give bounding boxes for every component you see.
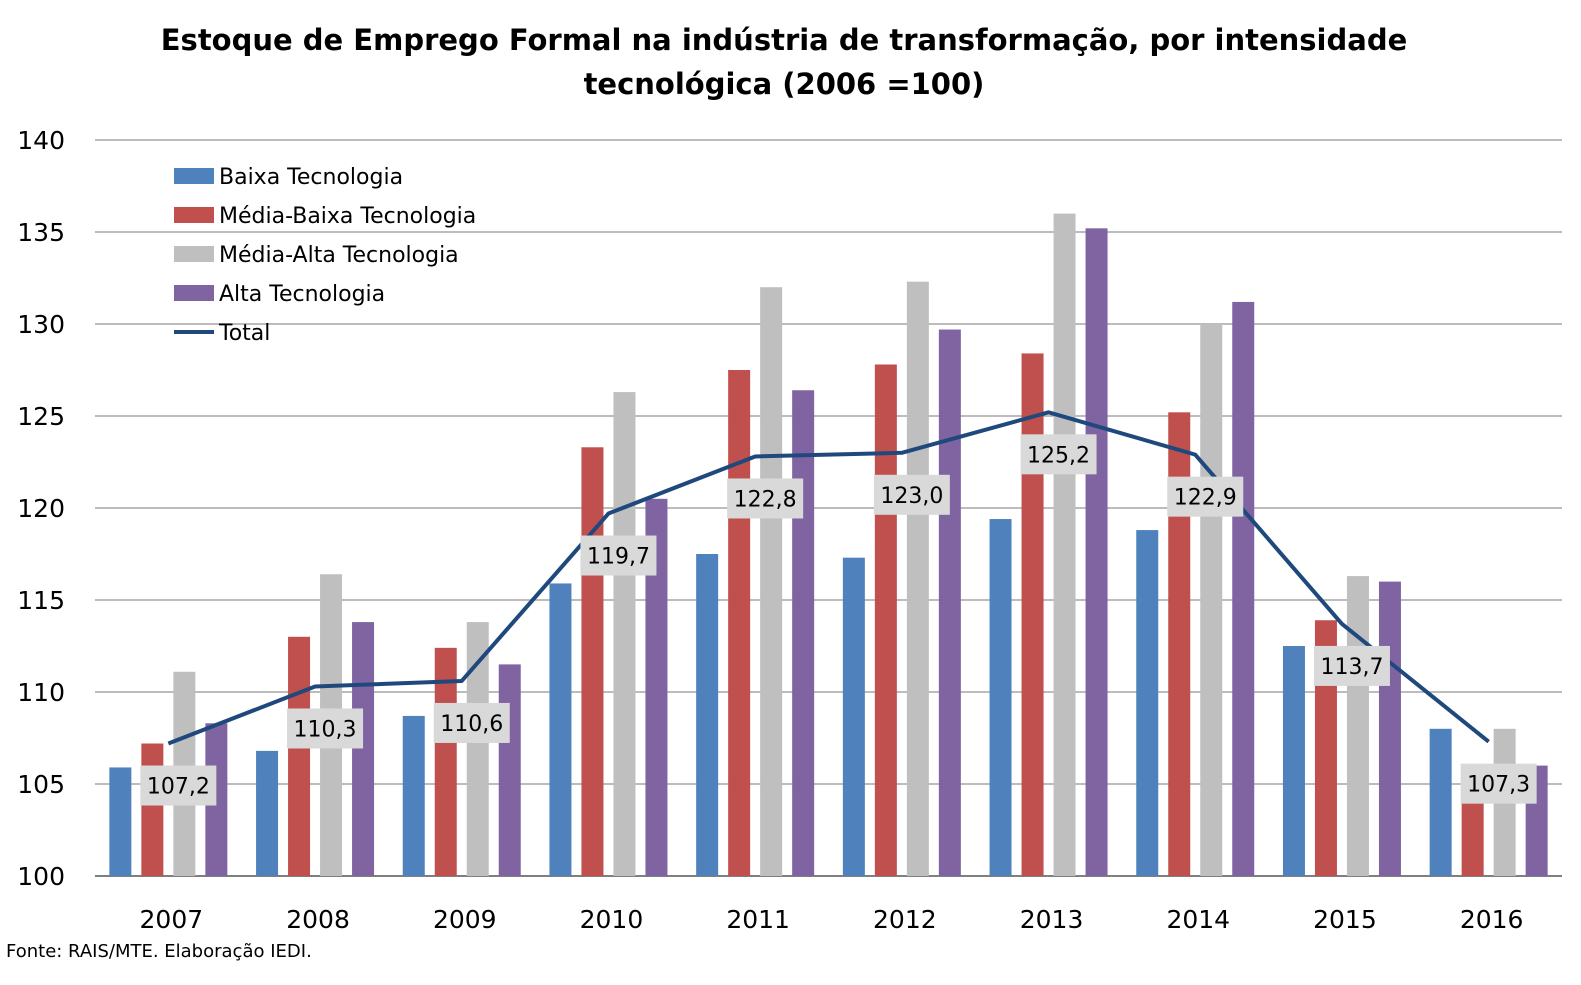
legend-label: Média-Baixa Tecnologia [219,204,476,229]
legend-swatch [174,207,214,223]
y-tick-label: 105 [17,770,65,799]
bar [352,622,375,876]
bar [1168,412,1191,876]
legend-label: Total [218,321,270,346]
data-label-box [287,708,364,749]
data-label-box [727,478,804,519]
data-label: 110,3 [294,717,357,742]
legend-swatch [174,246,214,262]
data-label: 110,6 [440,712,503,737]
bar [1053,213,1076,877]
bar [1282,646,1305,876]
y-axis: 100 105 110 115 120 125 130 135 140 [17,126,65,891]
bar [1346,576,1369,876]
legend-swatch [174,168,214,184]
data-label-box [1167,476,1244,517]
x-tick-label: 2012 [873,905,937,934]
data-label: 113,7 [1320,655,1383,680]
bar [1232,301,1255,876]
data-label: 123,0 [880,484,943,509]
bar [1200,324,1223,876]
bar [938,329,961,876]
data-label: 107,3 [1467,773,1530,798]
bar [141,743,164,876]
x-tick-label: 2008 [286,905,350,934]
y-tick-label: 135 [17,218,65,247]
x-tick-label: 2007 [140,905,204,934]
data-label-box [873,474,950,515]
x-tick-label: 2015 [1313,905,1377,934]
legend-label: Baixa Tecnologia [219,165,403,190]
data-label: 125,2 [1027,443,1090,468]
bar [109,767,132,876]
legend: Baixa Tecnologia Média-Baixa Tecnologia Mé… [174,165,476,346]
bar [549,583,572,876]
series-line-total [167,410,1490,746]
x-tick-label: 2014 [1166,905,1230,934]
y-tick-label: 140 [17,126,65,155]
bar [613,392,636,876]
data-label-box [1313,645,1390,686]
bar [906,281,929,876]
legend-label: Média-Alta Tecnologia [219,243,459,268]
data-label: 107,2 [147,775,210,800]
total-line [167,410,1490,746]
bar [1136,530,1159,876]
bar [581,447,604,876]
data-label-box [1460,763,1537,804]
x-tick-label: 2011 [726,905,790,934]
y-tick-label: 115 [17,586,65,615]
bar [498,664,521,876]
data-label: 119,7 [587,545,650,570]
bar [1429,728,1452,876]
y-tick-label: 100 [17,862,65,891]
x-tick-label: 2016 [1460,905,1524,934]
data-label: 122,9 [1174,486,1237,511]
bar [1378,581,1401,876]
bars [109,213,1548,877]
bar [989,519,1012,876]
bar [842,557,865,876]
y-tick-label: 130 [17,310,65,339]
source-note: Fonte: RAIS/MTE. Elaboração IEDI. [6,941,312,962]
legend-label: Alta Tecnologia [219,282,385,307]
y-tick-label: 120 [17,494,65,523]
bar [696,554,719,876]
data-label-box [433,702,510,743]
bar [874,364,897,876]
bar [256,750,279,876]
y-tick-label: 110 [17,678,65,707]
bar [645,498,668,876]
legend-swatch [174,285,214,301]
bar [288,636,311,876]
bar-line-chart: 100 105 110 115 120 125 130 135 140 107,2 110,3 11… [17,126,1562,934]
x-tick-label: 2013 [1020,905,1084,934]
bar [1085,228,1108,876]
bar [466,622,489,876]
x-axis: 2007 2008 2009 2010 2011 2012 2013 2014 2015 2016 [140,905,1524,934]
bar [792,390,815,876]
x-tick-label: 2010 [580,905,644,934]
data-label: 122,8 [734,487,797,512]
chart-title: Estoque de Emprego Formal na indústria d… [160,23,1408,101]
bar [402,715,425,876]
bar [760,287,783,876]
data-labels: 107,2 110,3 110,6 119,7 122,8 123,0 125,2 122,9… [140,434,1537,806]
bar [728,370,751,876]
data-label-box [140,765,217,806]
bar [1021,353,1044,876]
data-label-box [1020,434,1097,475]
x-tick-label: 2009 [433,905,497,934]
bar [1461,782,1484,876]
data-label-box [580,535,657,576]
y-tick-label: 125 [17,402,65,431]
